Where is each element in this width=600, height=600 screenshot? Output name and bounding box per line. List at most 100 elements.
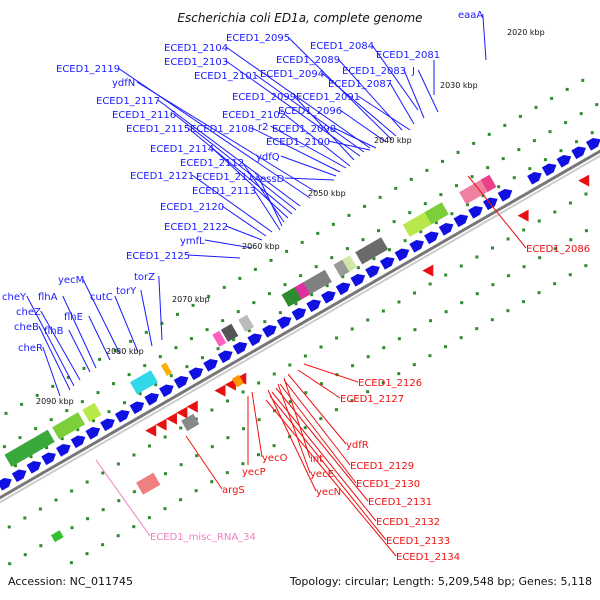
forward-gene-arrow: [586, 138, 600, 151]
forward-gene-leader-line: [88, 315, 111, 361]
track-dot: [267, 292, 271, 296]
scale-tick-label: 2090 kbp: [36, 397, 74, 406]
scale-tick-label: 2020 kbp: [507, 28, 545, 37]
track-dot: [38, 507, 42, 511]
forward-gene-leader-line: [38, 325, 71, 391]
track-dot: [154, 383, 158, 387]
track-dot: [163, 507, 167, 511]
scale-tick-label: 2070 kbp: [172, 295, 210, 304]
forward-gene-label: cheY: [2, 292, 27, 303]
track-dot: [174, 346, 178, 350]
forward-gene-arrow: [335, 282, 351, 296]
cog-block: [238, 314, 254, 332]
track-dot: [408, 211, 412, 215]
track-dot: [548, 130, 552, 134]
forward-gene-label: ECED1_2115: [126, 124, 190, 135]
track-dot: [397, 372, 401, 376]
reverse-gene-label: ECED1_2127: [340, 394, 404, 405]
forward-gene-leader-line: [280, 155, 337, 177]
track-dot: [423, 202, 427, 206]
forward-gene-label: ECED1_2094: [260, 69, 324, 80]
track-dot: [440, 159, 444, 163]
track-dot: [565, 87, 569, 91]
forward-gene-leader-line: [157, 99, 301, 207]
forward-gene-arrow: [468, 206, 483, 219]
track-dot: [347, 213, 351, 217]
track-dot: [522, 265, 526, 269]
forward-gene-label: ECED1_2098: [272, 124, 336, 135]
track-dot: [210, 445, 214, 449]
track-dot: [144, 330, 148, 334]
track-dot: [475, 255, 479, 259]
reverse-gene-arrow: [224, 378, 236, 391]
forward-gene-arrow: [424, 231, 439, 245]
forward-gene-leader-line: [140, 289, 153, 347]
forward-gene-label: torZ: [134, 272, 155, 283]
track-dot: [253, 267, 257, 271]
reverse-gene-label: ECED1_2132: [376, 517, 440, 528]
forward-gene-label: flhB: [44, 326, 64, 337]
track-dot: [60, 437, 64, 441]
forward-gene-arrow: [438, 223, 454, 236]
track-dot: [366, 318, 370, 322]
track-dot: [394, 186, 398, 190]
forward-gene-label: ECED1_2125: [126, 251, 190, 262]
track-dot: [158, 355, 162, 359]
track-dot: [29, 455, 33, 459]
track-dot: [506, 237, 510, 241]
forward-gene-leader-line: [26, 295, 75, 387]
track-dot: [51, 384, 55, 388]
track-dot: [486, 166, 490, 170]
forward-gene-leader-line: [204, 239, 253, 249]
track-dot: [179, 498, 183, 502]
track-dot: [45, 446, 49, 450]
forward-gene-label: cheZ: [16, 307, 41, 318]
forward-gene-leader-line: [225, 225, 263, 241]
reverse-gene-arrow: [145, 424, 157, 437]
track-dot: [49, 418, 53, 422]
track-dot: [143, 364, 147, 368]
track-dot: [23, 553, 27, 557]
forward-gene-arrow: [70, 435, 86, 449]
forward-gene-leader-line: [191, 174, 273, 233]
track-dot: [319, 345, 323, 349]
track-dot: [465, 203, 469, 207]
reverse-gene-leader-line: [283, 377, 311, 459]
track-dot: [294, 302, 298, 306]
map-title: Escherichia coli ED1a, complete genome: [177, 11, 422, 25]
track-dot: [304, 391, 308, 395]
reverse-gene-arrow: [176, 406, 188, 419]
track-dot: [419, 230, 423, 234]
track-dot: [481, 194, 485, 198]
forward-gene-arrow: [527, 172, 542, 185]
track-dot: [269, 258, 273, 262]
track-dot: [195, 454, 199, 458]
scale-ticks: 2020 kbp 2030 kbp 2040 kbp 2050 kbp 2060 kbp…: [36, 28, 545, 406]
cog-block: [52, 412, 86, 440]
cog-block: [355, 237, 389, 265]
track-dot: [80, 400, 84, 404]
track-dot: [82, 366, 86, 370]
genome-summary-text: Topology: circular; Length: 5,209,548 bp…: [289, 575, 592, 588]
track-dot: [334, 408, 338, 412]
track-dot: [568, 201, 572, 205]
track-dot: [330, 256, 334, 260]
reverse-gene-label: argS: [222, 485, 245, 496]
track-dot: [300, 240, 304, 244]
reverse-gene-leader-line: [303, 363, 359, 383]
track-dot: [372, 257, 376, 261]
track-dot: [444, 273, 448, 277]
track-dot: [232, 338, 236, 342]
track-dot: [459, 336, 463, 340]
forward-gene-label: ECED1_2108: [190, 124, 254, 135]
forward-gene-label: ymfL: [180, 236, 205, 247]
forward-gene-arrow: [497, 189, 513, 202]
track-dot: [595, 103, 599, 107]
track-dot: [303, 426, 307, 430]
forward-gene-label: ECED1_2120: [160, 202, 224, 213]
forward-gene-leader-line: [253, 189, 281, 231]
track-dot: [86, 517, 90, 521]
forward-gene-label: ECED1_2104: [164, 43, 228, 54]
scale-tick-label: 2050 kbp: [308, 189, 346, 198]
track-dot: [553, 282, 557, 286]
